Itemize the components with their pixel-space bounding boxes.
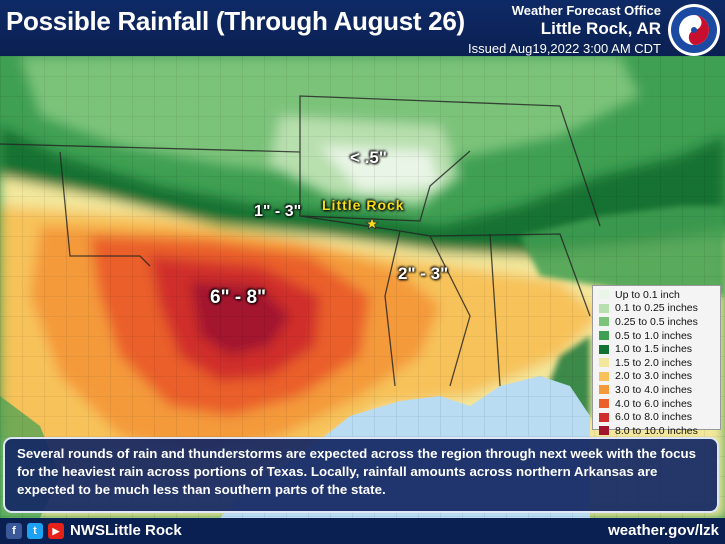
legend-item: 4.0 to 6.0 inches xyxy=(599,397,720,411)
legend-swatch xyxy=(599,385,609,395)
legend-item: 2.0 to 3.0 inches xyxy=(599,370,720,384)
legend-label: 6.0 to 8.0 inches xyxy=(615,411,693,424)
label-north-rainfall: < .5" xyxy=(350,148,387,167)
label-texas-rainfall: 6" - 8" xyxy=(210,287,267,308)
legend-swatch xyxy=(599,331,609,341)
facebook-icon[interactable]: f xyxy=(6,523,22,539)
legend-label: 4.0 to 6.0 inches xyxy=(615,397,693,410)
page-title: Possible Rainfall (Through August 26) xyxy=(6,6,465,36)
legend-item: 6.0 to 8.0 inches xyxy=(599,410,720,424)
legend-label: 0.5 to 1.0 inches xyxy=(615,329,693,342)
social-handle[interactable]: NWSLittle Rock xyxy=(70,522,182,539)
legend-swatch xyxy=(599,399,609,409)
legend-item: 8.0 to 10.0 inches xyxy=(599,424,720,438)
legend-item: 3.0 to 4.0 inches xyxy=(599,383,720,397)
legend-label: Up to 0.1 inch xyxy=(615,288,680,301)
legend-item: 1.5 to 2.0 inches xyxy=(599,356,720,370)
label-center-rainfall: 1" - 3" xyxy=(254,203,302,220)
office-label: Weather Forecast Office xyxy=(511,3,661,18)
legend-swatch xyxy=(599,317,609,327)
legend-label: 3.0 to 4.0 inches xyxy=(615,383,693,396)
label-little-rock: Little Rock xyxy=(322,197,405,213)
legend-label: 0.25 to 0.5 inches xyxy=(615,315,698,328)
forecast-note: Several rounds of rain and thunderstorms… xyxy=(3,437,719,513)
legend-swatch xyxy=(599,290,609,300)
header-bar: Possible Rainfall (Through August 26) We… xyxy=(0,0,725,56)
rainfall-legend: Up to 0.1 inch 0.1 to 0.25 inches 0.25 to … xyxy=(592,285,721,437)
legend-item: 0.25 to 0.5 inches xyxy=(599,315,720,329)
legend-item: 0.1 to 0.25 inches xyxy=(599,302,720,316)
legend-item: Up to 0.1 inch xyxy=(599,288,720,302)
twitter-icon[interactable]: t xyxy=(27,523,43,539)
legend-label: 0.1 to 0.25 inches xyxy=(615,302,698,315)
office-city: Little Rock, AR xyxy=(540,19,661,38)
legend-swatch xyxy=(599,358,609,368)
legend-item: 1.0 to 1.5 inches xyxy=(599,342,720,356)
legend-swatch xyxy=(599,371,609,381)
legend-item: 0.5 to 1.0 inches xyxy=(599,329,720,343)
legend-label: 2.0 to 3.0 inches xyxy=(615,370,693,383)
label-east-rainfall: 2" - 3" xyxy=(398,264,449,283)
office-info: Weather Forecast Office Little Rock, AR … xyxy=(468,3,661,56)
youtube-icon[interactable]: ▶ xyxy=(48,523,64,539)
legend-label: 8.0 to 10.0 inches xyxy=(615,424,698,437)
website-link[interactable]: weather.gov/lzk xyxy=(608,522,719,539)
legend-label: 1.0 to 1.5 inches xyxy=(615,343,693,356)
legend-label: 1.5 to 2.0 inches xyxy=(615,356,693,369)
legend-swatch xyxy=(599,303,609,313)
star-icon xyxy=(364,217,380,230)
footer-bar: f t ▶ NWSLittle Rock weather.gov/lzk xyxy=(0,518,725,544)
legend-swatch xyxy=(599,344,609,354)
nws-logo-icon xyxy=(668,4,720,56)
issued-time: Issued Aug19,2022 3:00 AM CDT xyxy=(468,41,661,56)
legend-swatch xyxy=(599,412,609,422)
state-borders xyxy=(0,95,601,387)
legend-swatch xyxy=(599,426,609,436)
